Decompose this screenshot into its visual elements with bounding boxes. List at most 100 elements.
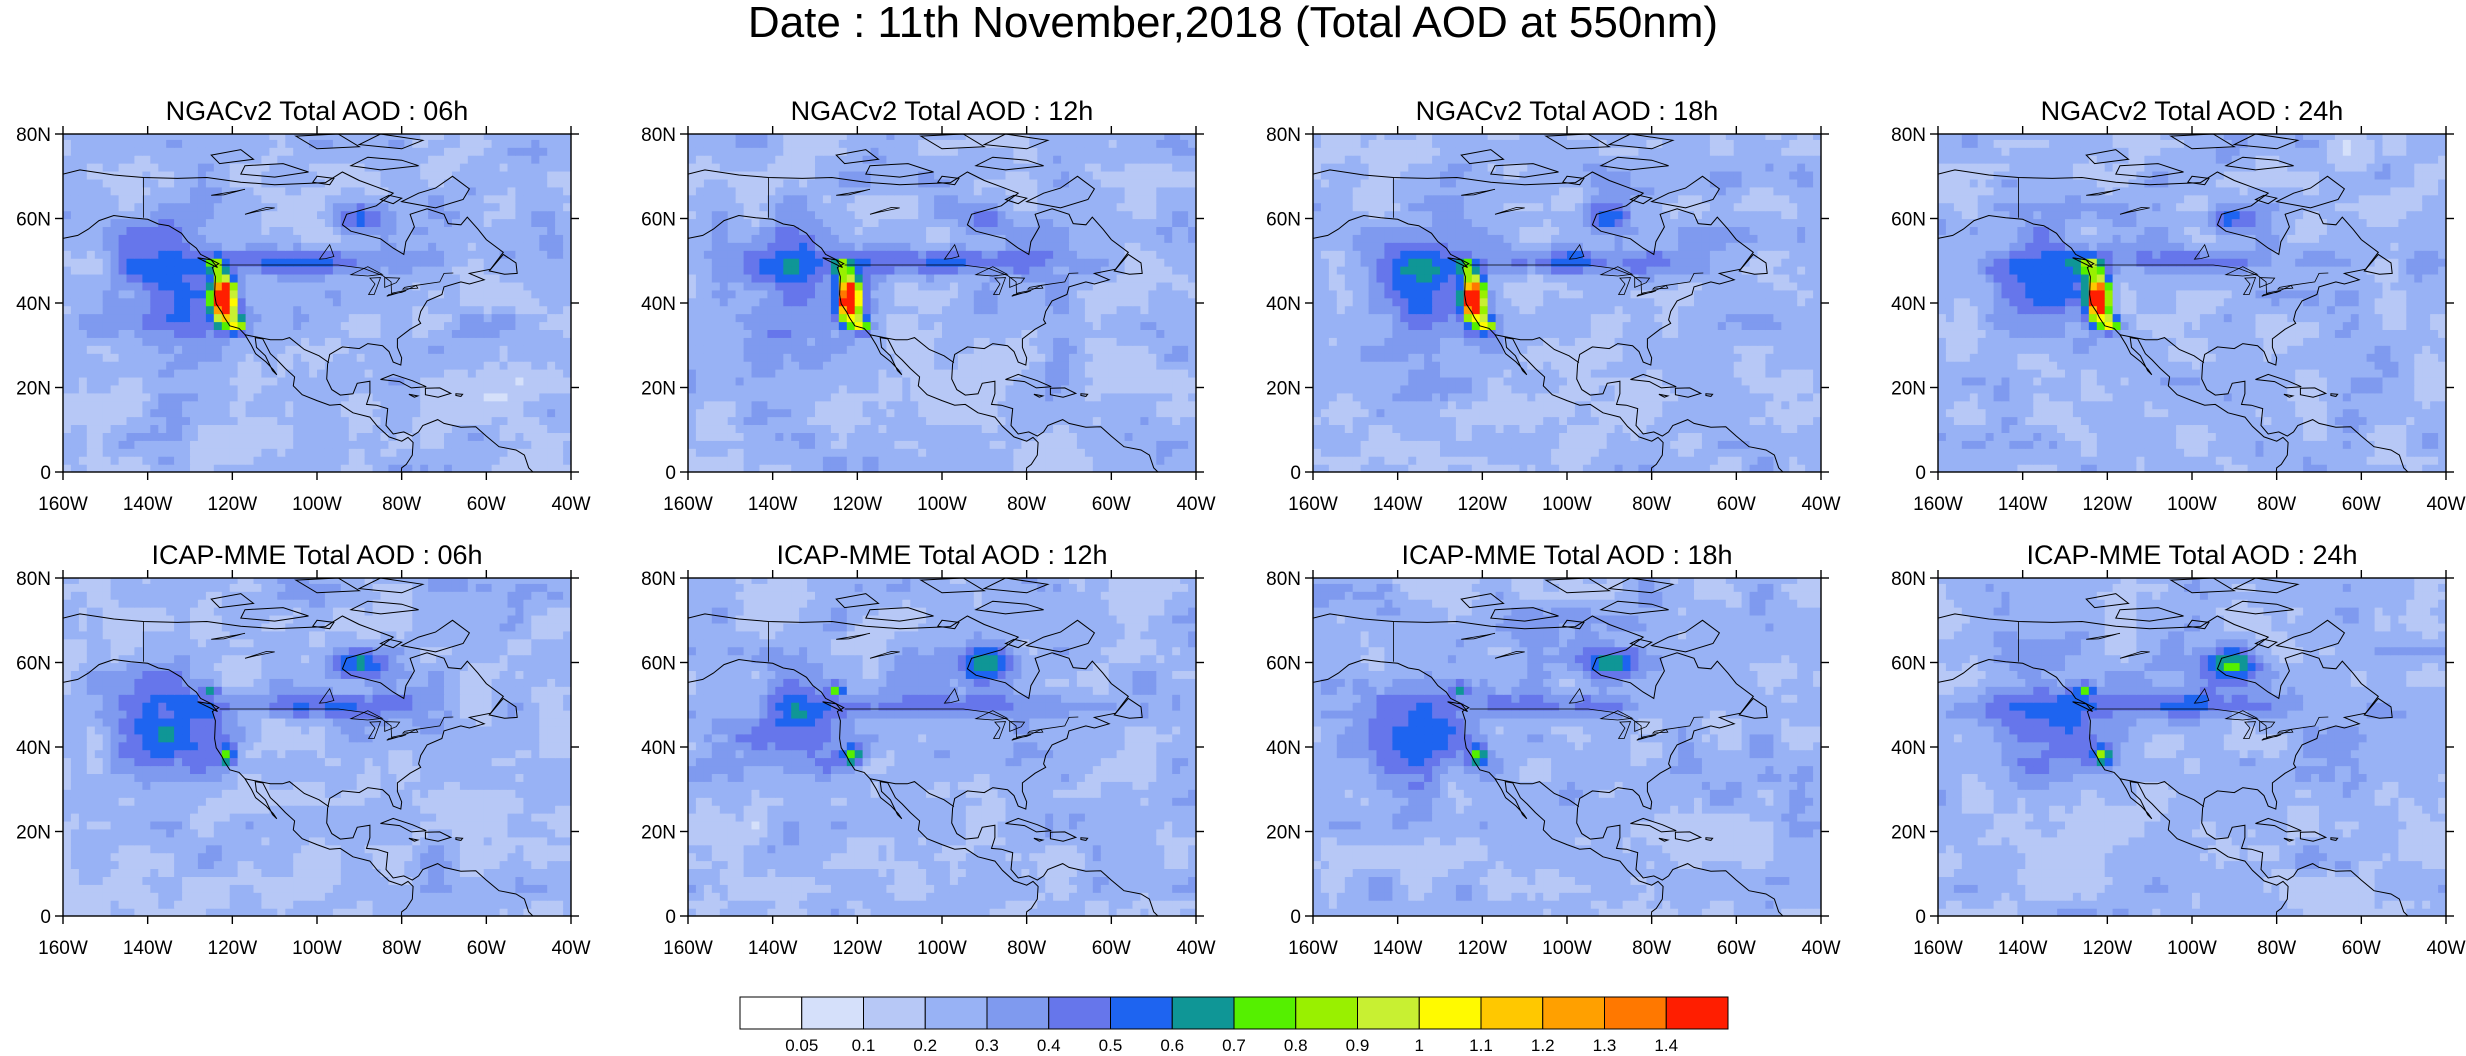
lat-tick-label: 80N: [16, 125, 51, 146]
aod-field: [1938, 578, 2446, 916]
lon-tick-label: 100W: [917, 938, 967, 959]
lat-tick-label: 80N: [1266, 569, 1301, 590]
lon-tick-label: 160W: [1913, 494, 1963, 515]
lon-tick-label: 120W: [833, 494, 883, 515]
lon-tick-label: 40W: [2426, 494, 2465, 515]
colorbar-tick-label: 0.2: [900, 1036, 950, 1056]
colorbar-tick-label: 1.4: [1641, 1036, 1691, 1056]
lon-tick-label: 140W: [123, 494, 173, 515]
lon-tick-label: 100W: [2167, 938, 2217, 959]
lat-tick-label: 80N: [1891, 125, 1926, 146]
lon-tick-label: 120W: [2083, 938, 2133, 959]
lat-tick-label: 0: [665, 907, 676, 928]
lon-tick-label: 40W: [1801, 494, 1840, 515]
lat-tick-label: 0: [665, 463, 676, 484]
lat-tick-label: 0: [1915, 907, 1926, 928]
panel-title: ICAP-MME Total AOD : 06h: [151, 540, 482, 570]
lat-tick-label: 20N: [1891, 823, 1926, 844]
lon-tick-label: 80W: [2257, 494, 2296, 515]
colorbar-tick-label: 1: [1394, 1036, 1444, 1056]
colorbar-swatch: [1665, 996, 1729, 1030]
coastlines: [1313, 134, 1784, 472]
lat-tick-label: 60N: [16, 210, 51, 231]
colorbar-swatch: [1233, 996, 1297, 1030]
lat-tick-label: 60N: [1266, 210, 1301, 231]
coastlines: [1938, 134, 2409, 472]
lon-tick-label: 80W: [382, 938, 421, 959]
lat-tick-label: 60N: [641, 654, 676, 675]
lat-tick-label: 40N: [1891, 738, 1926, 759]
lat-tick-label: 40N: [16, 738, 51, 759]
lon-tick-label: 100W: [292, 938, 342, 959]
lon-tick-label: 120W: [833, 938, 883, 959]
map-panel: NGACv2 Total AOD : 24h 80N 60N 40N 20N 0 160W 1…: [1891, 96, 2465, 515]
colorbar-swatch: [1295, 996, 1358, 1030]
colorbar-tick-label: 0.8: [1271, 1036, 1321, 1056]
lon-tick-label: 160W: [38, 938, 88, 959]
panel-title: NGACv2 Total AOD : 24h: [2041, 96, 2344, 126]
lon-tick-label: 40W: [1176, 938, 1215, 959]
lon-tick-label: 140W: [1373, 938, 1423, 959]
lon-tick-label: 160W: [1913, 938, 1963, 959]
map-panel: ICAP-MME Total AOD : 06h 80N 60N 40N 20N 0 160…: [16, 540, 590, 959]
coastlines: [63, 578, 534, 916]
lon-tick-label: 60W: [467, 938, 506, 959]
lon-tick-label: 140W: [123, 938, 173, 959]
lon-tick-label: 60W: [1092, 938, 1131, 959]
colorbar-swatch: [1110, 996, 1173, 1030]
aod-field: [63, 134, 571, 472]
lon-tick-label: 60W: [1717, 494, 1756, 515]
panel-title: ICAP-MME Total AOD : 12h: [776, 540, 1107, 570]
lat-tick-label: 80N: [1891, 569, 1926, 590]
map-panel: ICAP-MME Total AOD : 12h 80N 60N 40N 20N 0 160…: [641, 540, 1215, 959]
lon-tick-label: 100W: [292, 494, 342, 515]
lon-tick-label: 80W: [382, 494, 421, 515]
lat-tick-label: 40N: [1891, 294, 1926, 315]
aod-field: [63, 578, 571, 916]
lat-tick-label: 20N: [1266, 379, 1301, 400]
lon-tick-label: 40W: [551, 938, 590, 959]
lat-tick-label: 80N: [1266, 125, 1301, 146]
lon-tick-label: 140W: [1998, 938, 2048, 959]
lat-tick-label: 20N: [641, 823, 676, 844]
colorbar-tick-label: 0.7: [1209, 1036, 1259, 1056]
lat-tick-label: 0: [40, 907, 51, 928]
colorbar-tick-label: 1.1: [1456, 1036, 1506, 1056]
colorbar-swatch: [863, 996, 926, 1030]
lon-tick-label: 80W: [2257, 938, 2296, 959]
colorbar-swatch: [1480, 996, 1544, 1030]
lat-tick-label: 80N: [641, 125, 676, 146]
lon-tick-label: 160W: [1288, 494, 1338, 515]
coastlines: [688, 134, 1159, 472]
panel-title: NGACv2 Total AOD : 18h: [1416, 96, 1719, 126]
map-panels-grid: NGACv2 Total AOD : 06h 80N 60N 40N 20N 0 160W 1…: [16, 96, 2465, 959]
lat-tick-label: 0: [40, 463, 51, 484]
lat-tick-label: 0: [1290, 907, 1301, 928]
lat-tick-label: 20N: [1266, 823, 1301, 844]
colorbar-swatch: [986, 996, 1050, 1030]
lon-tick-label: 80W: [1007, 494, 1046, 515]
colorbar-swatch: [1418, 996, 1482, 1030]
lat-tick-label: 80N: [16, 569, 51, 590]
panel-title: ICAP-MME Total AOD : 18h: [1401, 540, 1732, 570]
colorbar-swatch: [1542, 996, 1605, 1030]
lon-tick-label: 60W: [2342, 494, 2381, 515]
map-panel: ICAP-MME Total AOD : 24h 80N 60N 40N 20N 0 160…: [1891, 540, 2465, 959]
coastlines: [1313, 578, 1784, 916]
lon-tick-label: 60W: [2342, 938, 2381, 959]
coastlines: [1938, 578, 2409, 916]
lon-tick-label: 100W: [1542, 494, 1592, 515]
map-panel: ICAP-MME Total AOD : 18h 80N 60N 40N 20N 0 160…: [1266, 540, 1840, 959]
lat-tick-label: 40N: [1266, 738, 1301, 759]
panel-title: NGACv2 Total AOD : 06h: [166, 96, 469, 126]
lat-tick-label: 20N: [641, 379, 676, 400]
lon-tick-label: 160W: [1288, 938, 1338, 959]
lat-tick-label: 60N: [1266, 654, 1301, 675]
lon-tick-label: 160W: [663, 494, 713, 515]
lon-tick-label: 80W: [1632, 494, 1671, 515]
lat-tick-label: 60N: [16, 654, 51, 675]
coastlines: [688, 578, 1159, 916]
lat-tick-label: 40N: [1266, 294, 1301, 315]
aod-field: [688, 134, 1196, 472]
lat-tick-label: 60N: [1891, 654, 1926, 675]
